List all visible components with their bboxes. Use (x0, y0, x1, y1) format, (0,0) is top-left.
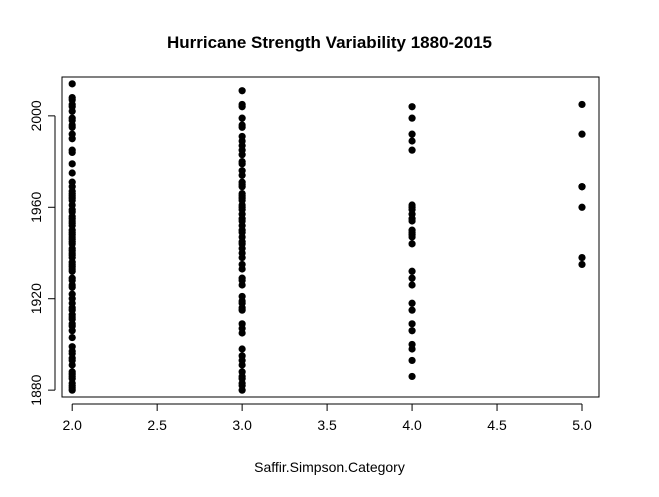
data-point (238, 157, 246, 166)
y-axis: 1880 1920 1960 2000 (28, 100, 56, 406)
data-point (68, 290, 76, 298)
data-point (68, 274, 76, 282)
data-point (68, 130, 76, 138)
data-point (408, 327, 416, 335)
data-point (408, 306, 416, 314)
data-point (408, 299, 416, 307)
data-point (68, 93, 76, 102)
chart-title: Hurricane Strength Variability 1880-2015 (167, 33, 492, 52)
data-point (578, 130, 586, 138)
data-point (408, 274, 416, 282)
x-tick-label: 2.0 (62, 417, 82, 433)
data-point (578, 260, 586, 269)
data-point (238, 345, 246, 353)
data-point (238, 121, 246, 129)
data-point (68, 169, 76, 177)
data-point (238, 114, 246, 122)
data-point (238, 320, 246, 328)
data-point (408, 226, 416, 234)
data-point (408, 130, 416, 138)
y-tick-label: 1920 (28, 283, 44, 314)
data-point (238, 368, 246, 376)
y-tick-label: 1880 (28, 374, 44, 405)
data-point (238, 167, 246, 175)
data-point (68, 333, 76, 342)
data-point (408, 356, 416, 365)
data-point (408, 114, 416, 122)
x-tick-label: 3.5 (317, 417, 337, 433)
data-point (408, 103, 416, 111)
x-tick-label: 4.5 (487, 417, 507, 433)
data-point (238, 260, 246, 269)
data-point (68, 80, 76, 88)
data-point (408, 372, 416, 381)
data-point (238, 189, 246, 198)
x-tick-label: 4.0 (402, 417, 422, 433)
data-point (408, 340, 416, 349)
data-point (68, 178, 76, 186)
x-tick-label: 2.5 (147, 417, 167, 433)
x-tick-label: 5.0 (572, 417, 592, 433)
data-point (578, 183, 586, 191)
data-point (408, 146, 416, 154)
data-point (408, 267, 416, 275)
data-point (68, 160, 76, 168)
x-axis-label: Saffir.Simpson.Category (254, 459, 405, 475)
data-points (68, 80, 586, 394)
data-point (408, 240, 416, 248)
y-tick-label: 1960 (28, 192, 44, 223)
data-point (68, 114, 76, 122)
plot-frame (61, 76, 600, 398)
data-point (408, 201, 416, 209)
x-axis: 2.0 2.5 3.0 3.5 4.0 4.5 5.0 (62, 403, 592, 433)
data-point (408, 137, 416, 145)
data-point (578, 100, 586, 109)
x-tick-label: 3.0 (232, 417, 252, 433)
data-point (408, 320, 416, 328)
data-point (408, 281, 416, 289)
data-point (578, 253, 586, 262)
data-point (68, 343, 76, 351)
data-point (238, 352, 246, 360)
data-point (238, 132, 246, 141)
data-point (238, 87, 246, 95)
data-point (68, 146, 76, 154)
data-point (68, 368, 76, 376)
data-point (238, 178, 246, 186)
data-point (578, 203, 586, 211)
data-point (238, 274, 246, 282)
y-tick-label: 2000 (28, 100, 44, 131)
data-point (238, 100, 246, 109)
data-point (238, 292, 246, 301)
